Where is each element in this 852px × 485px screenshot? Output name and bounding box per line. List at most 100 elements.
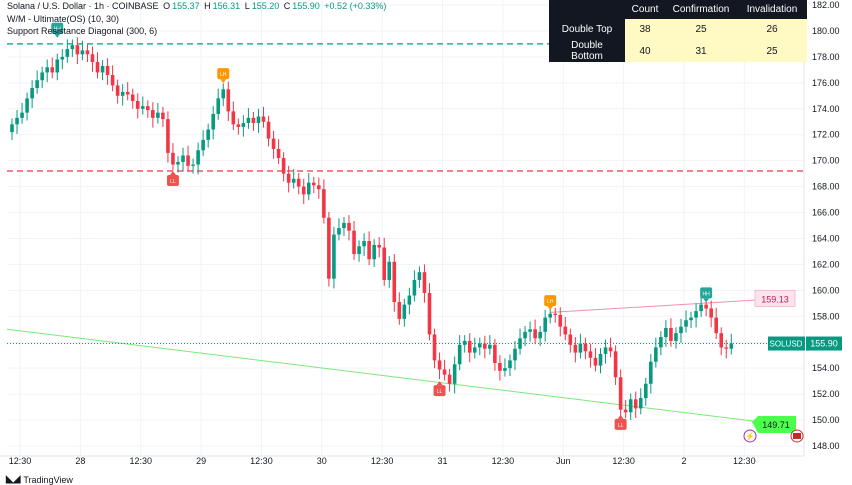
- candle-body: [523, 331, 527, 339]
- y-tick-label: 162.00: [812, 259, 840, 269]
- ll-marker: [166, 175, 179, 187]
- candle-body: [337, 228, 341, 235]
- x-tick-label: 28: [75, 456, 85, 466]
- candle-body: [100, 65, 105, 73]
- candle-body: [493, 344, 497, 363]
- candle-body: [583, 343, 588, 352]
- candle-body: [382, 247, 387, 280]
- marker-label: LL: [618, 423, 624, 429]
- candle-body: [291, 178, 296, 183]
- candle-body: [95, 62, 100, 73]
- header-count: Count: [625, 0, 665, 19]
- x-tick-label: 12:30: [250, 456, 273, 466]
- support-price-text: 149.71: [762, 420, 790, 430]
- candle-body: [186, 155, 190, 166]
- header-invalidation: Invalidation: [737, 0, 807, 19]
- candle-body: [171, 152, 175, 165]
- y-tick-label: 180.00: [812, 26, 840, 36]
- candle-body: [296, 178, 301, 187]
- candle-body: [120, 91, 125, 96]
- candle-body: [70, 45, 75, 50]
- candle-body: [483, 343, 487, 349]
- candle-body: [130, 94, 135, 101]
- candle-body: [714, 317, 718, 334]
- candle-body: [60, 56, 65, 60]
- candle-body: [709, 308, 713, 318]
- y-tick-label: 150.00: [812, 415, 840, 425]
- candle-body: [638, 398, 643, 409]
- candle-body: [251, 117, 256, 124]
- header-blank: [549, 0, 625, 19]
- indicator-ultimate[interactable]: W/M - Ultimate(OS) (10, 30): [7, 13, 120, 24]
- marker-label: HH: [54, 27, 62, 33]
- tradingview-mark-icon: ◣◢: [6, 474, 20, 485]
- x-tick-label: 12:30: [733, 456, 756, 466]
- candle-body: [689, 317, 693, 321]
- candle-body: [15, 117, 19, 125]
- candle-body: [548, 313, 553, 318]
- x-tick-label: 12:30: [9, 456, 32, 466]
- candle-body: [633, 399, 638, 409]
- candle-body: [719, 333, 724, 348]
- hh-marker-tip: [54, 33, 61, 38]
- candle-body: [151, 110, 155, 118]
- candle-body: [50, 67, 55, 73]
- candle-body: [211, 113, 215, 130]
- candle-body: [387, 261, 392, 280]
- symbol-line: Solana / U.S. Dollar · 1h · COINBASE O 15…: [7, 0, 386, 13]
- candle-body: [327, 217, 331, 279]
- y-tick-label: 176.00: [812, 78, 840, 88]
- invalidation-cell: 26: [737, 19, 807, 40]
- indicator-support-resistance[interactable]: Support Resistance Diagonal (300, 6): [7, 26, 158, 36]
- candle-body: [452, 364, 457, 384]
- x-tick-label: 30: [317, 456, 327, 466]
- candle-body: [568, 334, 573, 345]
- table-row: Double Bottom 40 31 25: [549, 40, 807, 62]
- symbol-badge: [768, 336, 805, 351]
- candle-body: [498, 362, 502, 371]
- candle-body: [412, 279, 417, 296]
- y-tick-label: 164.00: [812, 233, 840, 243]
- candle-body: [623, 409, 628, 413]
- tradingview-logo[interactable]: ◣◢ TradingView: [6, 474, 73, 485]
- support-price-label: [752, 415, 796, 433]
- candle-body: [694, 311, 698, 318]
- candle-body: [724, 347, 729, 349]
- candle-body: [352, 230, 356, 255]
- y-tick-label: 174.00: [812, 104, 840, 114]
- hh-marker: [700, 287, 713, 299]
- x-tick-label: 12:30: [371, 456, 394, 466]
- candle-body: [669, 327, 673, 341]
- candle-body: [221, 89, 226, 99]
- candle-body: [246, 117, 251, 124]
- candle-body: [603, 347, 608, 354]
- candle-body: [533, 329, 537, 339]
- candle-body: [110, 75, 115, 86]
- candle-body: [573, 344, 578, 353]
- ll-marker: [433, 385, 446, 397]
- candle-body: [196, 150, 200, 165]
- marker-label: LL: [170, 179, 176, 185]
- candle-body: [593, 357, 598, 366]
- y-tick-label: 158.00: [812, 311, 840, 321]
- y-tick-label: 168.00: [812, 182, 840, 192]
- candle-body: [513, 348, 517, 361]
- candle-body: [563, 326, 568, 335]
- candle-body: [206, 129, 210, 140]
- candle-body: [518, 338, 522, 349]
- candle-body: [377, 244, 381, 248]
- candle-body: [35, 80, 39, 89]
- candle-body: [427, 292, 432, 335]
- candle-body: [472, 347, 477, 353]
- lightning-glyph: ⚡: [745, 431, 755, 441]
- candle-body: [558, 314, 563, 327]
- header-confirmation: Confirmation: [665, 0, 737, 19]
- resistance-price-label: [754, 289, 796, 307]
- candle-body: [362, 241, 366, 247]
- y-tick-label: 172.00: [812, 130, 840, 140]
- candle-body: [266, 121, 271, 139]
- ll-marker-tip: [169, 171, 176, 176]
- pattern-table: Count Confirmation Invalidation Double T…: [549, 0, 807, 62]
- x-tick-label: 29: [196, 456, 206, 466]
